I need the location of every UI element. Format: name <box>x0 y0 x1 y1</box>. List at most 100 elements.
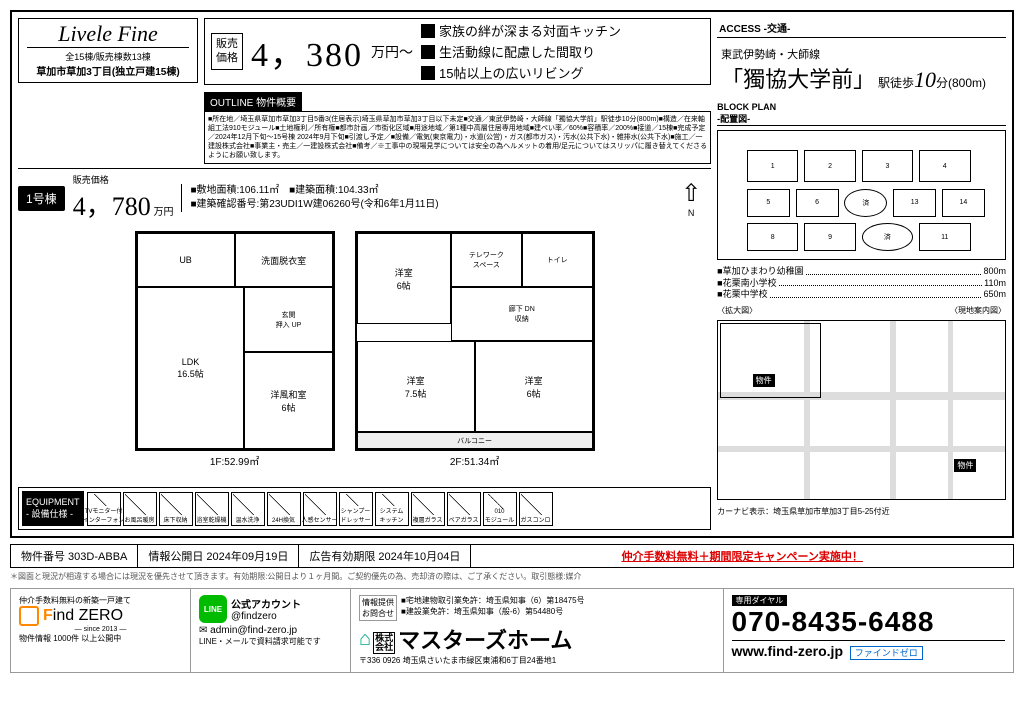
equip-icon: 温水洗浄 <box>231 492 265 526</box>
block-lot: 1 <box>747 150 799 182</box>
campaign-text: 仲介手数料無料＋期間限定キャンペーン実施中！ <box>471 545 1013 567</box>
compass-icon: ⇧N <box>681 179 701 218</box>
unit-row: 1号棟 販売価格 4，780 万円 ■敷地面積:106.11㎡ ■建築面積:10… <box>18 168 711 223</box>
room-wa: 洋風和室 6帖 <box>244 352 332 449</box>
brand-logo: Livele Fine <box>27 23 189 45</box>
block-lot: 済 <box>862 223 914 251</box>
floor-2f-label: 2F:51.34㎡ <box>355 453 595 468</box>
main-container: Livele Fine 全15棟/販売棟数13棟 草加市草加3丁目(独立戸建15… <box>10 10 1014 538</box>
map-caption: カーナビ表示：埼玉県草加市草加3丁目5-25付近 <box>717 506 1006 517</box>
expiry-date: 広告有効期限 2024年10月04日 <box>299 545 471 567</box>
publish-date: 情報公開日 2024年09月19日 <box>138 545 299 567</box>
equip-icon: TVモニター付 インターフォン <box>87 492 121 526</box>
findzero-logo: Find ZERO <box>19 606 182 626</box>
unit-spec: ■敷地面積:106.11㎡ ■建築面積:104.33㎡ ■建築確認番号:第23U… <box>181 184 438 212</box>
phone-label: 専用ダイヤル <box>732 595 788 606</box>
block-lot: 3 <box>862 150 914 182</box>
equip-icon: 010 モジュール <box>483 492 517 526</box>
room-y1: 洋室 6帖 <box>357 233 451 324</box>
equip-icon: ガスコンロ <box>519 492 553 526</box>
email-link[interactable]: admin@find-zero.jp <box>210 625 297 636</box>
company-name: マスターズホーム <box>398 628 572 653</box>
map-badge-2: 物件 <box>954 459 976 472</box>
equip-icon: システム キッチン <box>375 492 409 526</box>
house-icon: ⌂ <box>359 628 371 651</box>
nearby-item: ■花栗南小学校110m <box>717 278 1006 290</box>
location-map: 物件 物件 <box>717 320 1006 500</box>
fz-tagline: 仲介手数料無料の新築一戸建て <box>19 595 182 606</box>
feature-1: 家族の絆が深まる対面キッチン <box>421 21 621 40</box>
price-label: 販売 価格 <box>211 33 243 69</box>
equip-icon: 24H換気 <box>267 492 301 526</box>
room-y2: 洋室 7.5帖 <box>357 341 475 432</box>
unit-price-label: 販売価格 <box>73 173 174 186</box>
url-badge: ファインドゼロ <box>850 646 923 660</box>
phone-number[interactable]: 070-8435-6488 <box>732 606 1005 638</box>
access-head: ACCESS -交通- <box>717 18 1006 38</box>
floor-2f: 洋室 6帖 テレワーク スペース トイレ 廊下 DN収納 洋室 7.5帖 洋室 … <box>355 231 595 451</box>
equip-icon: 人感センサー <box>303 492 337 526</box>
unit-badge: 1号棟 <box>18 186 65 211</box>
line-icon: LINE <box>199 595 227 623</box>
disclaimer: ＊図面と現況が相違する場合には現況を優先させて頂きます。有効期限:公開日より１ヶ… <box>10 571 1014 582</box>
map-enlarge-box <box>720 323 820 398</box>
property-id: 物件番号 303D-ABBA <box>11 545 138 567</box>
floor-1f: UB 洗面脱衣室 LDK 16.5帖 洋風和室 6帖 玄関押入 UP <box>135 231 335 451</box>
feature-2: 生活動線に配慮した間取り <box>421 42 621 61</box>
equip-icon: お風呂暖房 <box>123 492 157 526</box>
website-url[interactable]: www.find-zero.jp <box>732 643 843 659</box>
footer: 仲介手数料無料の新築一戸建て Find ZERO — since 2013 — … <box>10 588 1014 673</box>
block-lot: 14 <box>942 189 985 217</box>
block-lot: 2 <box>804 150 856 182</box>
balcony: バルコニー <box>357 432 593 449</box>
brand-box: Livele Fine 全15棟/販売棟数13棟 草加市草加3丁目(独立戸建15… <box>18 18 198 83</box>
findzero-icon <box>19 606 39 626</box>
access-line: 東武伊勢崎・大師線 <box>721 46 1002 62</box>
price-amount: 4，380 <box>251 27 363 76</box>
floor-1f-label: 1F:52.99㎡ <box>135 453 335 468</box>
access-station: 「獨協大学前」 <box>721 67 875 92</box>
block-lot: 5 <box>747 189 790 217</box>
room-ub: UB <box>137 233 235 287</box>
equip-icon: ペアガラス <box>447 492 481 526</box>
hall-2f: 廊下 DN収納 <box>451 287 593 341</box>
block-lot: 9 <box>804 223 856 251</box>
equip-icon: 床下収納 <box>159 492 193 526</box>
equipment-label: EQUIPMENT - 設備仕様 - <box>22 491 84 526</box>
feature-list: 家族の絆が深まる対面キッチン 生活動線に配慮した間取り 15帖以上の広いリビング <box>421 21 621 82</box>
feature-3: 15帖以上の広いリビング <box>421 63 621 82</box>
block-lot: 8 <box>747 223 799 251</box>
access-body: 東武伊勢崎・大師線 「獨協大学前」 駅徒歩10分(800m) <box>717 42 1006 98</box>
room-ldk: LDK 16.5帖 <box>137 287 245 449</box>
block-lot: 11 <box>919 223 971 251</box>
main-price-box: 販売 価格 4，380 万円〜 家族の絆が深まる対面キッチン 生活動線に配慮した… <box>204 18 711 85</box>
brand-total: 全15棟/販売棟数13棟 <box>27 47 189 63</box>
nearby-item: ■花栗中学校650m <box>717 289 1006 301</box>
info-bar: 物件番号 303D-ABBA 情報公開日 2024年09月19日 広告有効期限 … <box>10 544 1014 568</box>
floor-plans: UB 洗面脱衣室 LDK 16.5帖 洋風和室 6帖 玄関押入 UP 1F:52… <box>18 223 711 483</box>
nearby-item: ■草加ひまわり幼稚園800m <box>717 266 1006 278</box>
block-lot: 済 <box>844 189 887 217</box>
block-lot: 13 <box>893 189 936 217</box>
room-wc: 洗面脱衣室 <box>235 233 333 287</box>
block-lot: 6 <box>796 189 839 217</box>
equip-icon: シャンプー ドレッサー <box>339 492 373 526</box>
outline-body: ■所在地／埼玉県草加市草加3丁目5番3(住居表示)埼玉県草加市草加3丁目以下未定… <box>204 111 711 164</box>
block-plan: 123456済131489済11 <box>717 130 1006 260</box>
equip-icon: 浴室乾燥機 <box>195 492 229 526</box>
room-tw: テレワーク スペース <box>451 233 522 287</box>
hall-1f: 玄関押入 UP <box>244 287 332 352</box>
price-unit: 万円〜 <box>371 42 413 62</box>
nearby-list: ■草加ひまわり幼稚園800m■花栗南小学校110m■花栗中学校650m <box>717 266 1006 301</box>
room-toilet: トイレ <box>522 233 593 287</box>
equipment-icons: TVモニター付 インターフォンお風呂暖房床下収納浴室乾燥機温水洗浄24H換気人感… <box>87 492 708 526</box>
equipment-row: EQUIPMENT - 設備仕様 - TVモニター付 インターフォンお風呂暖房床… <box>18 487 711 530</box>
brand-location: 草加市草加3丁目(独立戸建15棟) <box>27 63 189 78</box>
unit-price: 4，780 <box>73 192 151 221</box>
block-plan-head: BLOCK PLAN -配置図- <box>717 102 1006 126</box>
outline-head: OUTLINE 物件概要 <box>204 92 302 111</box>
block-lot: 4 <box>919 150 971 182</box>
equip-icon: 複層ガラス <box>411 492 445 526</box>
room-y3: 洋室 6帖 <box>475 341 593 432</box>
unit-price-unit: 万円 <box>153 207 173 218</box>
